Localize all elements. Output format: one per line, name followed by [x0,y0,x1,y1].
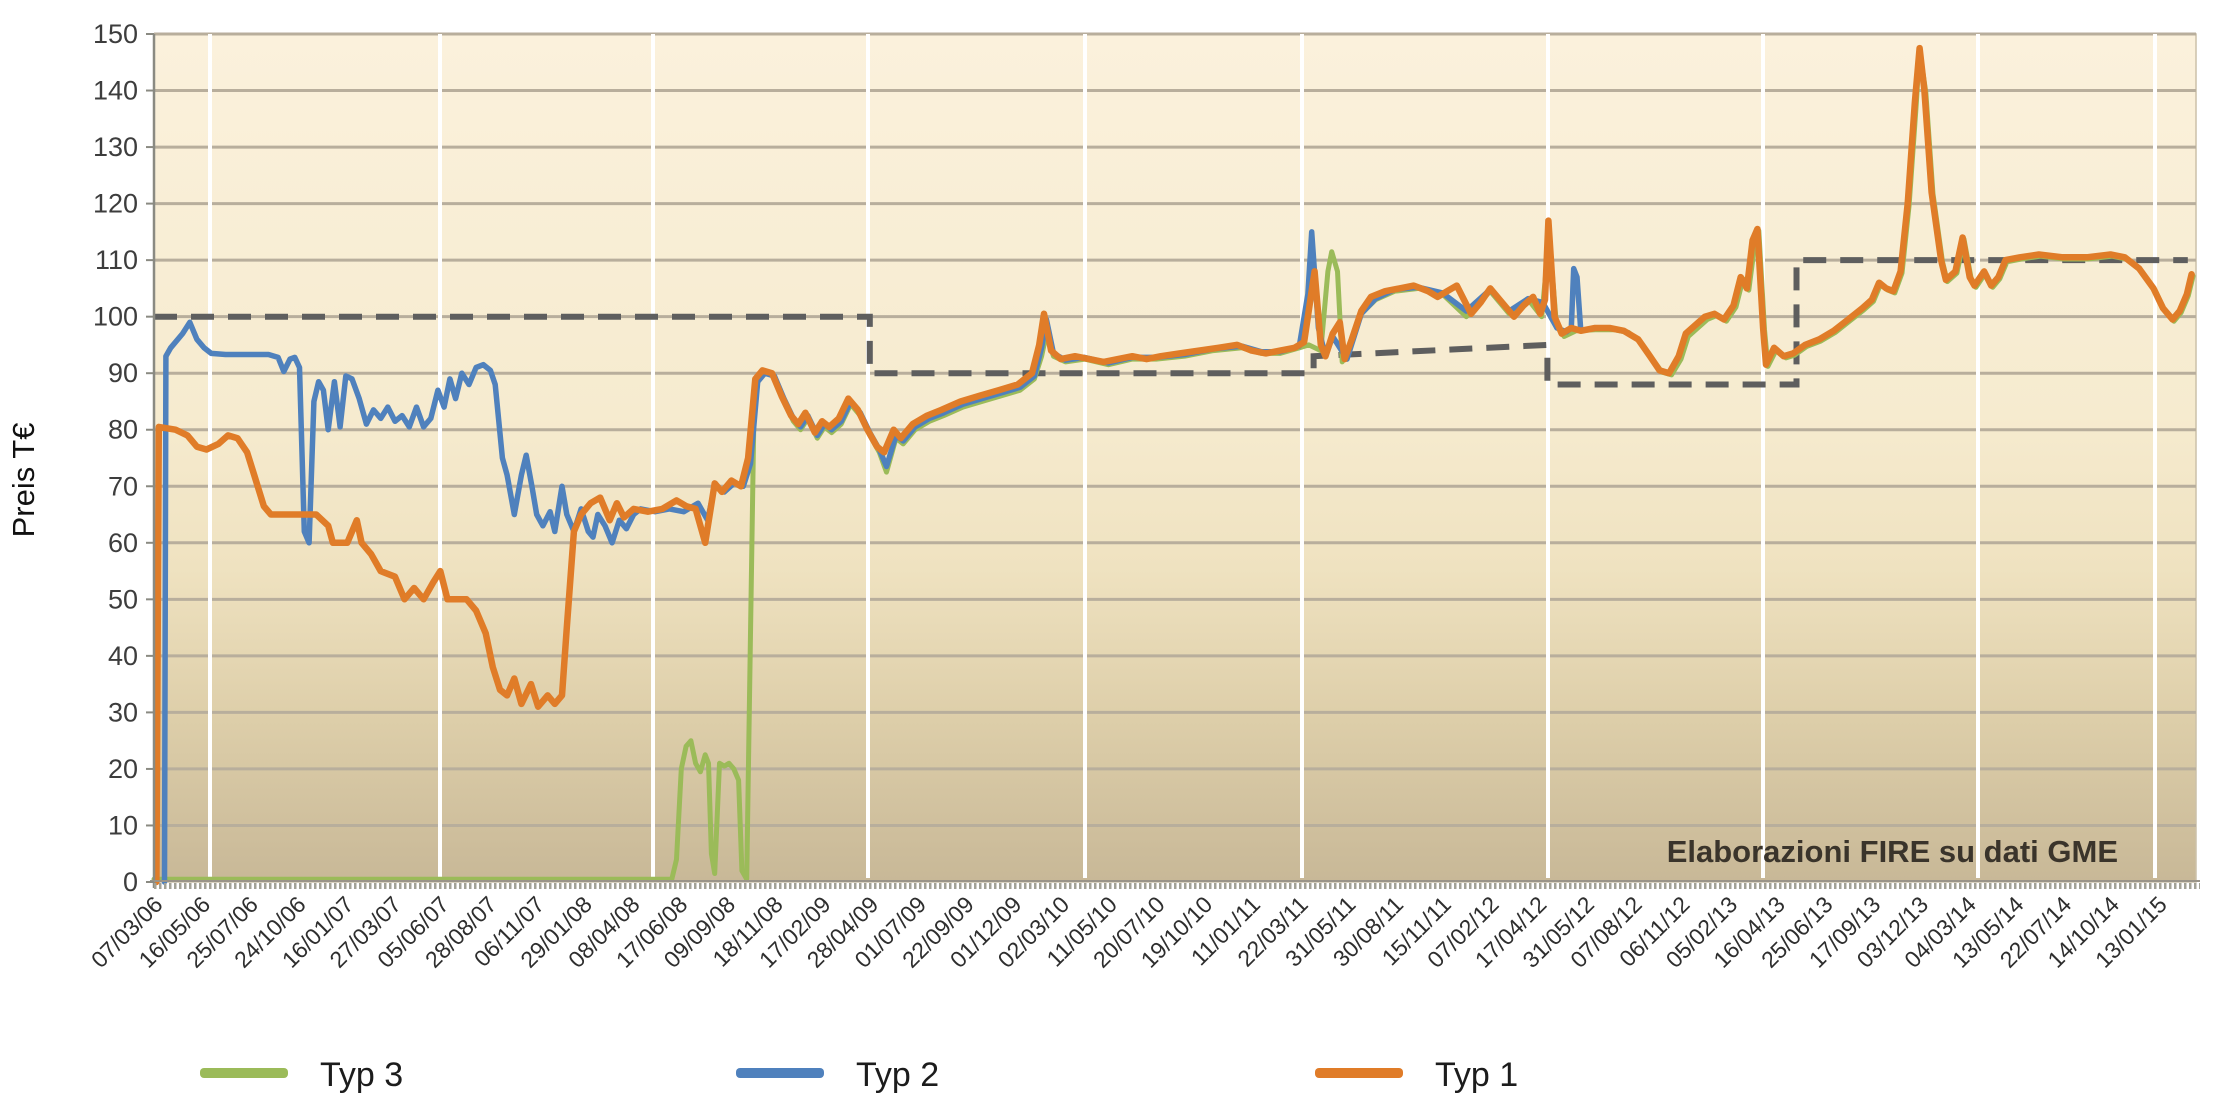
svg-text:80: 80 [108,415,138,445]
source-note: Elaborazioni FIRE su dati GME [1667,834,2118,869]
svg-text:90: 90 [108,358,138,388]
typ1-line [153,44,2195,886]
svg-text:140: 140 [93,76,138,106]
x-axis-labels: 07/03/0616/05/0625/07/0624/10/0616/01/07… [86,891,2172,973]
legend-label-typ2: Typ 2 [856,1056,939,1094]
svg-text:60: 60 [108,528,138,558]
svg-text:20: 20 [108,754,138,784]
svg-text:0: 0 [123,867,138,897]
svg-text:120: 120 [93,189,138,219]
svg-text:130: 130 [93,132,138,162]
svg-text:30: 30 [108,697,138,727]
legend-label-typ1: Typ 1 [1435,1056,1518,1094]
svg-text:70: 70 [108,471,138,501]
horizontal-gridlines [154,32,2196,827]
y-axis-title: Preis T€ [6,423,41,538]
svg-text:150: 150 [93,19,138,49]
limit-dashed-line [154,257,2188,388]
svg-text:100: 100 [93,302,138,332]
y-axis-labels: 0 10 20 30 40 50 60 70 80 90 100 110 120 130 140 150 [93,19,138,897]
legend: Typ 3 Typ 2 Typ 1 [200,1056,1518,1094]
svg-text:50: 50 [108,584,138,614]
legend-swatch-typ3 [200,1068,288,1078]
svg-text:110: 110 [95,245,138,275]
legend-label-typ3: Typ 3 [320,1056,403,1094]
legend-swatch-typ1 [1315,1068,1403,1078]
svg-text:40: 40 [108,641,138,671]
y-axis-tick-marks [146,33,154,883]
vertical-gridlines [208,34,2157,878]
svg-text:10: 10 [108,810,138,840]
legend-swatch-typ2 [736,1068,824,1078]
plot-area [153,33,2197,883]
